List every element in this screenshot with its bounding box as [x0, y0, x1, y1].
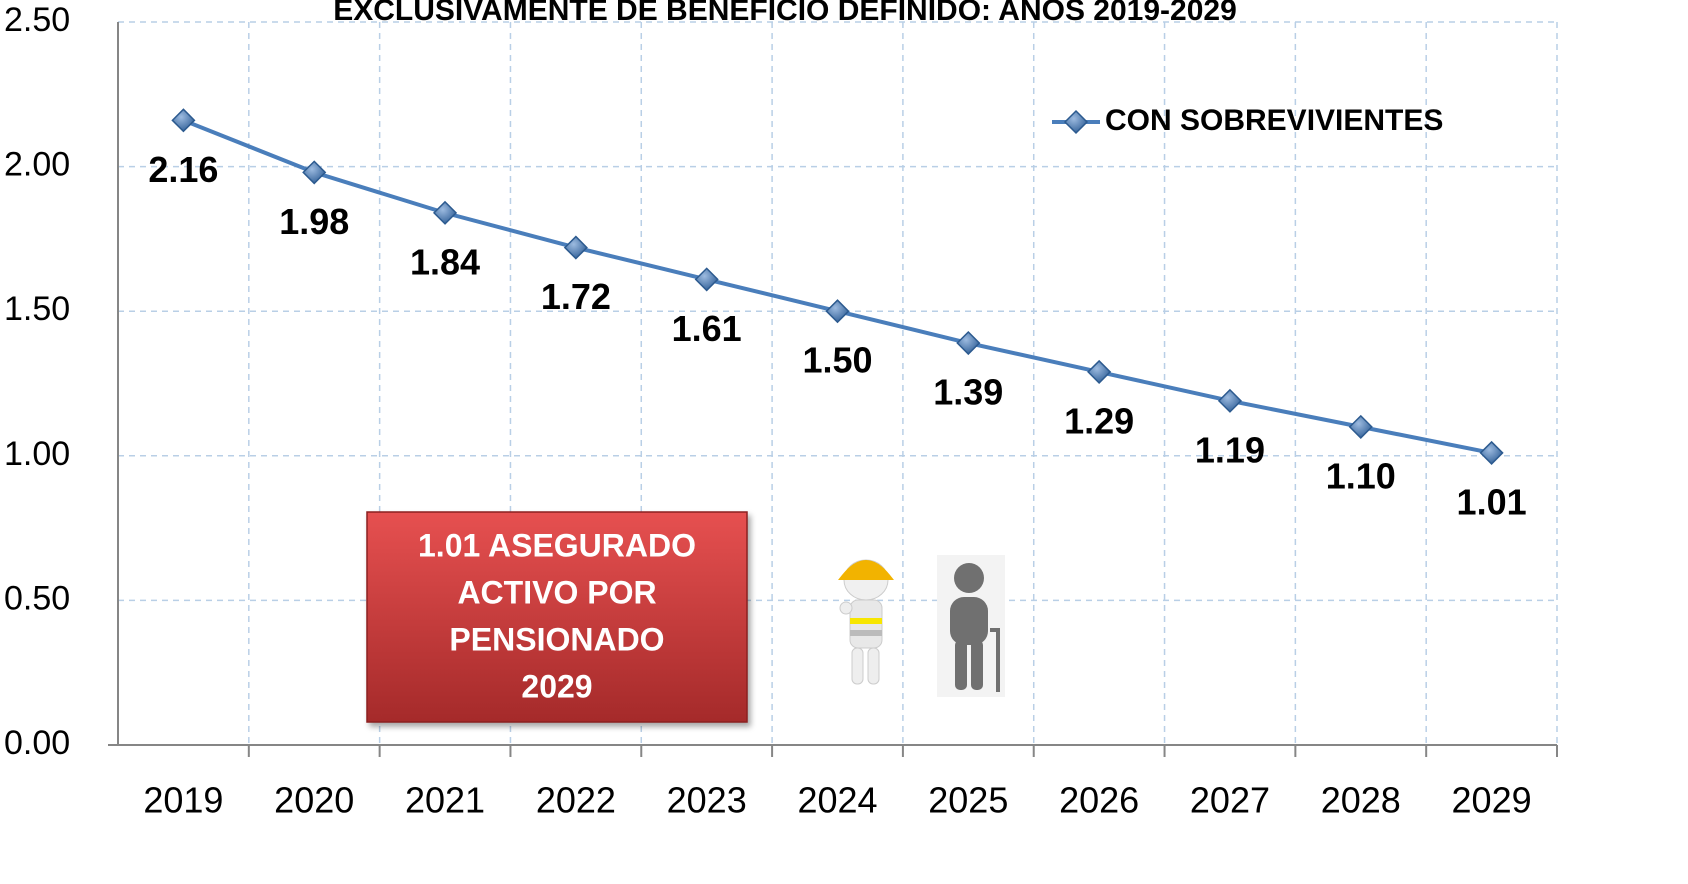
data-label: 1.01	[1457, 481, 1527, 522]
y-tick-label: 0.50	[4, 579, 70, 617]
data-point	[1087, 359, 1112, 384]
data-label: 1.50	[802, 340, 872, 381]
data-label: 1.61	[672, 308, 742, 349]
y-tick-label: 0.00	[4, 724, 70, 762]
data-label: 1.29	[1064, 400, 1134, 441]
data-point	[956, 330, 981, 356]
data-point	[171, 108, 196, 133]
data-point	[302, 160, 327, 185]
data-label: 1.39	[933, 372, 1003, 413]
x-tick-label: 2023	[667, 780, 747, 821]
data-label: 2.16	[148, 149, 218, 190]
data-label: 1.10	[1326, 455, 1396, 496]
data-point	[1348, 414, 1373, 439]
x-tick-label: 2027	[1190, 780, 1270, 821]
annotation-text: PENSIONADO	[449, 621, 664, 657]
data-label: 1.98	[279, 201, 349, 242]
elder-icon	[937, 555, 1005, 697]
data-point	[563, 235, 588, 260]
x-tick-label: 2019	[143, 780, 223, 821]
legend-marker	[1063, 109, 1089, 135]
worker-icon	[838, 559, 894, 685]
annotation-text: 2029	[521, 668, 592, 704]
y-tick-label: 1.50	[4, 290, 70, 328]
y-tick-label: 2.00	[4, 146, 70, 184]
x-tick-label: 2022	[536, 780, 616, 821]
x-tick-label: 2028	[1321, 780, 1401, 821]
y-tick-label: 2.50	[4, 1, 70, 39]
x-tick-label: 2025	[928, 780, 1008, 821]
data-point	[1479, 440, 1504, 465]
y-tick-label: 1.00	[4, 435, 70, 473]
x-tick-label: 2026	[1059, 780, 1139, 821]
data-label: 1.72	[541, 276, 611, 317]
x-tick-label: 2020	[274, 780, 354, 821]
data-label: 1.19	[1195, 429, 1265, 470]
x-tick-label: 2024	[797, 780, 877, 821]
legend-label: CON SOBREVIVIENTES	[1105, 104, 1443, 137]
data-point	[432, 200, 458, 225]
data-point	[694, 267, 719, 292]
annotation-box	[366, 511, 748, 723]
annotation-text: 1.01 ASEGURADO	[418, 527, 696, 563]
x-tick-label: 2029	[1452, 780, 1532, 821]
annotation-text: ACTIVO POR	[457, 574, 656, 610]
data-label: 1.84	[410, 241, 480, 282]
chart-title: EXCLUSIVAMENTE DE BENEFICIO DEFINIDO: AÑ…	[333, 0, 1237, 27]
x-tick-label: 2021	[405, 780, 485, 821]
data-point	[1217, 388, 1243, 413]
data-point	[825, 299, 850, 324]
